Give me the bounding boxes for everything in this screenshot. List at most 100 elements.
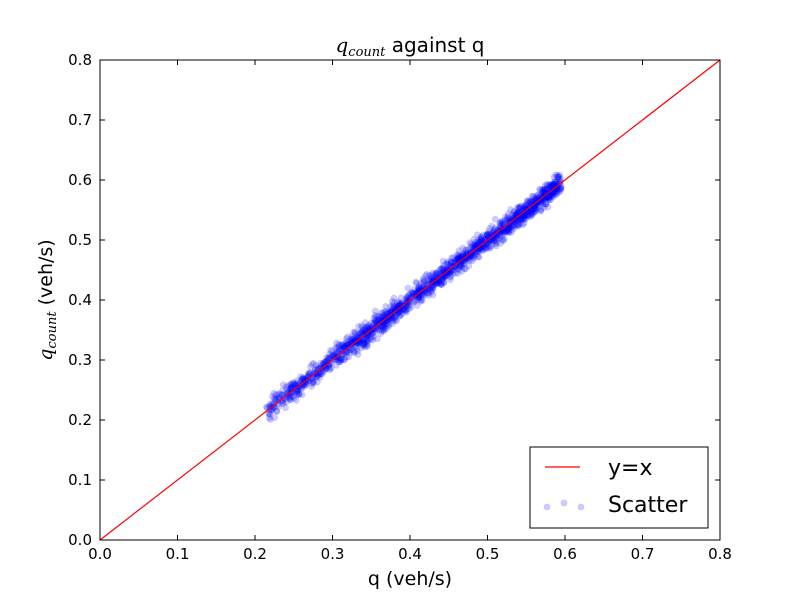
scatter-point xyxy=(435,279,442,287)
scatter-point xyxy=(473,239,481,247)
scatter-point xyxy=(329,351,337,359)
scatter-point xyxy=(544,181,552,189)
scatter-point xyxy=(341,355,348,363)
scatter-point xyxy=(539,185,547,193)
scatter-point xyxy=(442,272,450,280)
scatter-point xyxy=(437,280,445,288)
scatter-point xyxy=(483,231,491,239)
scatter-point xyxy=(449,270,457,278)
scatter-point xyxy=(396,303,404,310)
scatter-point xyxy=(537,205,545,213)
scatter-point xyxy=(294,387,302,395)
scatter-point xyxy=(459,257,466,265)
scatter-point xyxy=(278,399,286,407)
scatter-point xyxy=(351,328,359,336)
scatter-point xyxy=(429,273,436,281)
scatter-point xyxy=(491,236,499,244)
scatter-point xyxy=(542,186,550,194)
scatter-point xyxy=(391,312,399,320)
scatter-point xyxy=(550,180,558,188)
scatter-point xyxy=(273,408,281,415)
scatter-point xyxy=(549,181,557,189)
scatter-point xyxy=(282,383,290,391)
scatter-point xyxy=(288,393,296,400)
scatter-point xyxy=(353,347,361,355)
scatter-point xyxy=(385,323,393,330)
scatter-point xyxy=(359,341,367,349)
scatter-point xyxy=(463,253,471,261)
scatter-point xyxy=(359,327,367,334)
scatter-point xyxy=(459,257,466,264)
scatter-point xyxy=(283,390,291,398)
scatter-point xyxy=(555,176,563,184)
scatter-point xyxy=(503,228,511,236)
scatter-point xyxy=(337,345,345,353)
scatter-point xyxy=(427,286,434,294)
scatter-point xyxy=(342,339,350,347)
scatter-point xyxy=(363,342,371,350)
scatter-point xyxy=(478,233,486,241)
scatter-point xyxy=(494,226,502,234)
scatter-point xyxy=(515,205,523,212)
scatter-point xyxy=(299,380,307,388)
scatter-point xyxy=(440,274,448,282)
scatter-point xyxy=(482,243,490,251)
scatter-point xyxy=(420,277,428,285)
scatter-point xyxy=(403,294,411,301)
scatter-point xyxy=(395,299,403,306)
scatter-point xyxy=(553,190,561,197)
scatter-series xyxy=(263,171,565,423)
scatter-point xyxy=(367,327,375,335)
scatter-point xyxy=(479,241,487,249)
scatter-point xyxy=(551,186,558,194)
scatter-point xyxy=(521,205,529,213)
scatter-point xyxy=(483,238,491,246)
scatter-point xyxy=(553,181,561,189)
scatter-point xyxy=(444,268,452,276)
scatter-point xyxy=(504,226,512,234)
scatter-point xyxy=(404,284,412,292)
scatter-point xyxy=(531,204,539,212)
scatter-point xyxy=(274,394,282,402)
scatter-point xyxy=(393,317,401,325)
scatter-point xyxy=(437,280,445,288)
scatter-point xyxy=(306,369,314,377)
scatter-point xyxy=(331,356,339,363)
scatter-point xyxy=(502,216,510,224)
scatter-point xyxy=(310,359,318,367)
scatter-point xyxy=(472,241,479,249)
x-tick-label: 0.3 xyxy=(321,545,345,563)
scatter-point xyxy=(454,251,462,259)
scatter-point xyxy=(470,241,477,249)
scatter-point xyxy=(291,381,299,389)
scatter-point xyxy=(504,210,512,218)
scatter-point xyxy=(439,276,447,283)
scatter-point xyxy=(470,235,478,243)
scatter-point xyxy=(500,228,508,236)
scatter-point xyxy=(452,266,459,274)
scatter-point xyxy=(541,185,549,193)
scatter-point xyxy=(353,332,361,340)
scatter-point xyxy=(337,355,345,363)
scatter-point xyxy=(512,210,520,218)
scatter-point xyxy=(505,227,513,235)
scatter-point xyxy=(365,321,373,329)
scatter-point xyxy=(457,261,465,269)
scatter-point xyxy=(360,326,368,333)
scatter-point xyxy=(455,247,463,255)
scatter-point xyxy=(355,331,363,339)
scatter-point xyxy=(510,224,518,232)
scatter-point xyxy=(532,194,540,202)
scatter-point xyxy=(546,183,553,191)
scatter-point xyxy=(448,254,456,262)
scatter-point xyxy=(415,284,423,292)
scatter-point xyxy=(509,211,516,219)
scatter-point xyxy=(550,181,558,188)
scatter-point xyxy=(287,384,295,392)
scatter-point xyxy=(308,380,316,388)
scatter-point xyxy=(552,171,560,179)
scatter-point xyxy=(518,211,526,219)
scatter-point xyxy=(424,292,432,300)
y-tick-label: 0.2 xyxy=(68,411,92,429)
scatter-point xyxy=(381,308,389,316)
